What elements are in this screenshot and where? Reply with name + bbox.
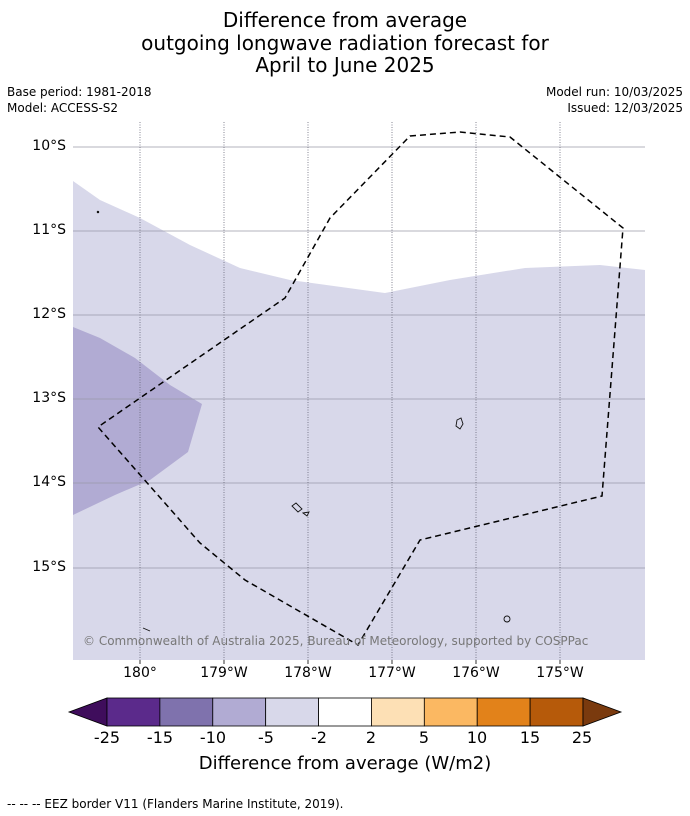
colorbar-title: Difference from average (W/m2) [198, 753, 492, 774]
island-futuna [291, 502, 303, 513]
colorbar-tick: 2 [365, 728, 377, 747]
colorbar-segment [318, 697, 372, 727]
colorbar-segment [423, 697, 478, 727]
colorbar-tick: 25 [571, 728, 593, 747]
lat-label-11s: 11°S [32, 222, 66, 238]
colorbar-segment [212, 697, 267, 727]
island-wallis [455, 417, 464, 430]
lon-label-180: 180° [123, 665, 157, 681]
lon-label-177w: 177°W [368, 665, 416, 681]
model-run: Model run: 10/03/2025 [545, 85, 683, 99]
map-title: Difference from average outgoing longwav… [0, 9, 690, 77]
island-east-small [503, 615, 511, 623]
base-info: Base period: 1981-2018 Model: ACCESS-S2 [7, 84, 152, 116]
lat-label-13s: 13°S [32, 390, 66, 406]
lon-label-179w: 179°W [200, 665, 248, 681]
title-line-2: outgoing longwave radiation forecast for [141, 30, 549, 55]
colorbar [67, 697, 623, 727]
lat-label-15s: 15°S [32, 559, 66, 575]
colorbar-tick: 15 [519, 728, 541, 747]
colorbar-tick: -25 [93, 728, 121, 747]
colorbar-segment [159, 697, 214, 727]
colorbar-segment [529, 697, 584, 727]
lat-gridlines [73, 146, 645, 569]
run-info: Model run: 10/03/2025 Issued: 12/03/2025 [546, 84, 683, 116]
title-line-1: Difference from average [222, 8, 468, 32]
base-period: Base period: 1981-2018 [7, 85, 152, 99]
lon-label-176w: 176°W [452, 665, 500, 681]
title-line-3: April to June 2025 [255, 53, 435, 77]
colorbar-tick: -2 [311, 728, 327, 747]
colorbar-segment [265, 697, 319, 727]
island-south-west [142, 627, 151, 632]
eez-border [96, 131, 624, 647]
eez-legend-note: -- -- -- EEZ border V11 (Flanders Marine… [7, 797, 344, 811]
colorbar-tick: 10 [466, 728, 488, 747]
lat-label-14s: 14°S [32, 474, 66, 490]
anomaly-region-light [73, 181, 645, 660]
model-name: Model: ACCESS-S2 [7, 101, 119, 115]
colorbar-tick: -15 [146, 728, 174, 747]
lat-label-12s: 12°S [32, 306, 66, 322]
islands [96, 210, 511, 632]
lon-gridlines [139, 122, 561, 660]
anomaly-region-medium [73, 327, 202, 515]
colorbar-tick: -10 [199, 728, 227, 747]
colorbar-tick: -5 [258, 728, 274, 747]
issued-date: Issued: 12/03/2025 [567, 101, 683, 115]
colorbar-tick: 5 [418, 728, 430, 747]
lat-label-10s: 10°S [32, 138, 66, 154]
lon-label-178w: 178°W [284, 665, 332, 681]
copyright-notice: © Commonwealth of Australia 2025, Bureau… [83, 634, 588, 648]
colorbar-segment [371, 697, 425, 727]
colorbar-extend-low [67, 697, 108, 727]
colorbar-segment [476, 697, 531, 727]
colorbar-extend-high [582, 697, 623, 727]
axis-ticks [139, 660, 561, 664]
lon-label-175w: 175°W [536, 665, 584, 681]
island-alofi [301, 511, 310, 517]
colorbar-segment [106, 697, 161, 727]
island-north-west [96, 210, 100, 214]
